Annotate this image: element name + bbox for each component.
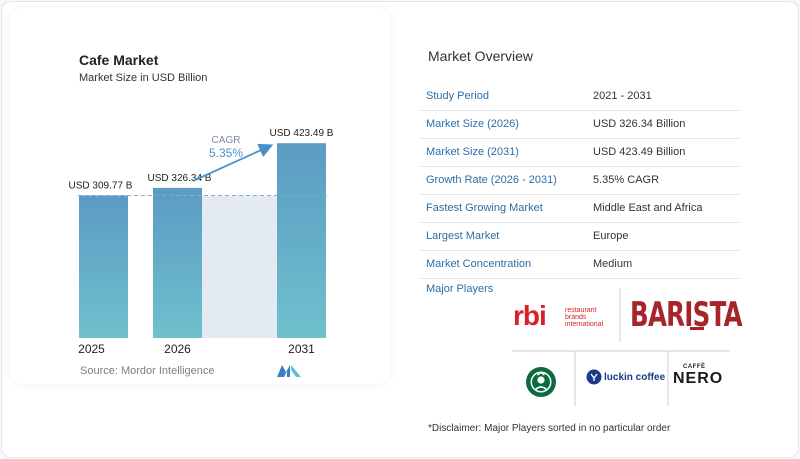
chart-title: Cafe Market: [79, 52, 159, 68]
rbi-tagline-line: international: [565, 321, 604, 328]
overview-row-growth-rate: Growth Rate (2026 - 2031) 5.35% CAGR: [420, 167, 740, 195]
starbucks-siren-icon: [526, 367, 556, 397]
bar-value-label: USD 309.77 B: [69, 181, 133, 192]
overview-title: Market Overview: [428, 48, 534, 64]
overview-row-largest-market: Largest Market Europe: [420, 223, 740, 251]
overview-value: USD 423.49 Billion: [593, 146, 686, 158]
overview-label: Largest Market: [426, 230, 500, 242]
mordor-logo-icon: [277, 365, 301, 377]
bar-value-label: USD 423.49 B: [270, 128, 334, 139]
overview-label: Fastest Growing Market: [426, 202, 543, 214]
overview-row-concentration: Market Concentration Medium: [420, 251, 740, 279]
major-players-title: Major Players: [426, 283, 494, 295]
x-tick-label: 2031: [288, 342, 315, 356]
rbi-tagline: restaurant brands international: [565, 307, 603, 328]
x-tick-label: 2025: [78, 342, 105, 356]
cagr-arrow: [192, 143, 274, 182]
overview-value: USD 326.34 Billion: [593, 118, 686, 130]
cagr-value: 5.35%: [209, 146, 243, 160]
growth-band: [202, 195, 277, 338]
overview-value: Medium: [593, 258, 633, 270]
bar-2031: [277, 143, 326, 338]
overview-value: Middle East and Africa: [593, 202, 703, 214]
overview-row-fastest-growing: Fastest Growing Market Middle East and A…: [420, 195, 740, 223]
overview-value: Europe: [593, 230, 629, 242]
overview-value: 5.35% CAGR: [593, 174, 660, 186]
x-tick-label: 2026: [164, 342, 191, 356]
overview-row-study-period: Study Period 2021 - 2031: [420, 83, 740, 111]
nero-small-text: CAFFÈ: [683, 364, 706, 370]
overview-label: Market Size (2026): [426, 118, 519, 130]
bar-2025: [79, 195, 128, 338]
chart-subtitle: Market Size in USD Billion: [79, 72, 208, 84]
overview-label: Market Size (2031): [426, 146, 519, 158]
overview-table: Study Period 2021 - 2031 Market Size (20…: [420, 83, 740, 279]
overview-label: Study Period: [426, 90, 489, 102]
players-grid: [512, 288, 730, 406]
overview-row-market-size-2031: Market Size (2031) USD 423.49 Billion: [420, 139, 740, 167]
chart-canvas: USD 309.77 B USD 326.34 B USD 423.49 B 2025…: [69, 128, 334, 356]
barista-logo: BARISTA: [630, 295, 743, 335]
source-text: Source: Mordor Intelligence: [80, 365, 215, 377]
bar-value-label: USD 326.34 B: [148, 173, 212, 184]
overview-label: Market Concentration: [426, 258, 532, 270]
luckin-deer-icon: [586, 369, 602, 385]
nero-logo: NERO: [673, 370, 724, 387]
overview-row-market-size-2026: Market Size (2026) USD 326.34 Billion: [420, 111, 740, 139]
luckin-logo: luckin coffee: [604, 372, 666, 383]
rbi-logo: rbi: [513, 300, 547, 331]
disclaimer-text: *Disclaimer: Major Players sorted in no …: [428, 423, 671, 434]
overview-label: Growth Rate (2026 - 2031): [426, 174, 557, 186]
cagr-label: CAGR: [212, 135, 241, 146]
rbi-tagline-line: brands: [565, 314, 587, 321]
overview-value: 2021 - 2031: [593, 90, 652, 102]
rbi-tagline-line: restaurant: [565, 307, 597, 314]
bar-2026: [153, 187, 202, 338]
barista-underline: [690, 327, 704, 330]
